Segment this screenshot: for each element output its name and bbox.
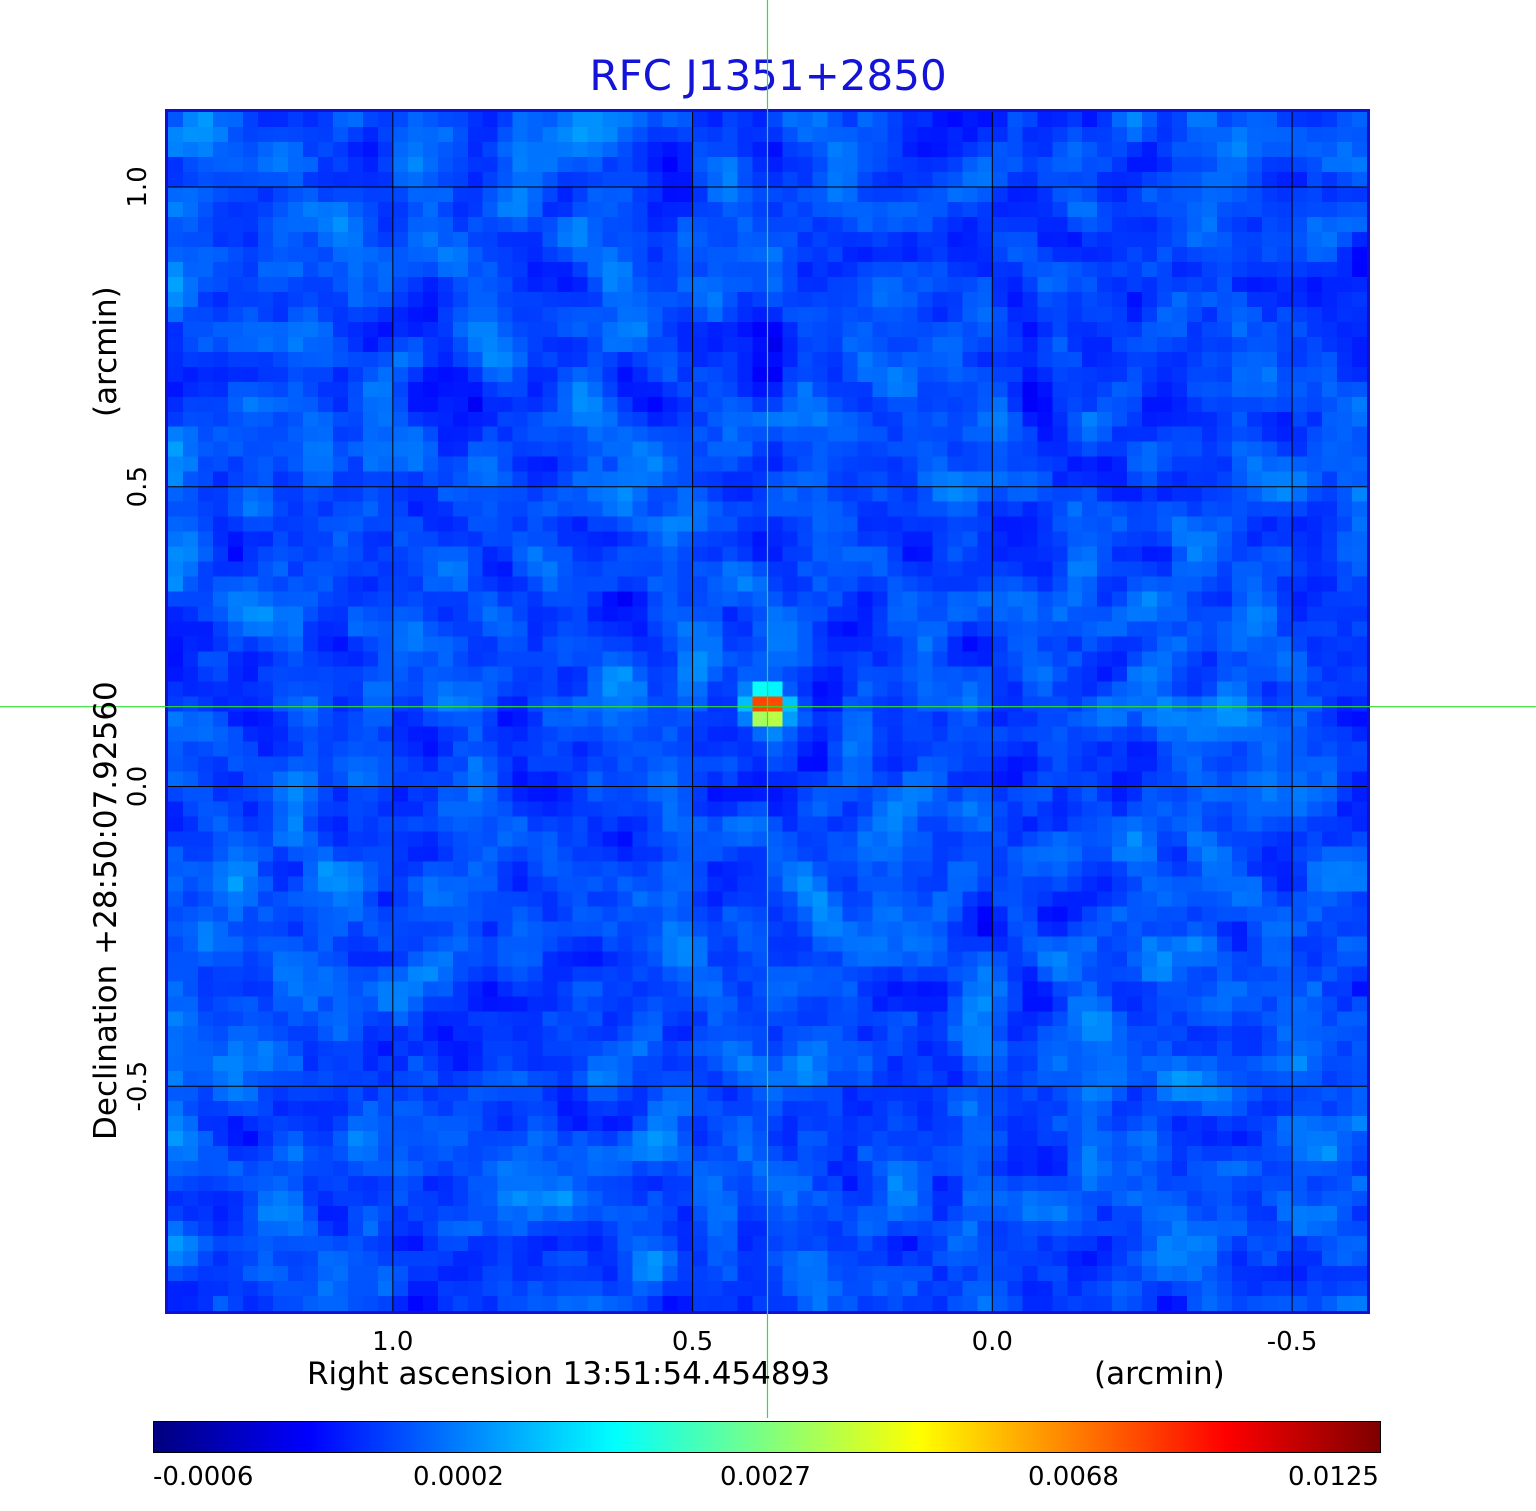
colorbar-tick-label: 0.0027	[720, 1462, 811, 1492]
y-axis-unit: (arcmin)	[88, 286, 124, 417]
colorbar-tick-label: 0.0002	[413, 1462, 504, 1492]
x-tick-label: 1.0	[372, 1327, 413, 1357]
y-tick-label: -0.5	[123, 1061, 153, 1112]
x-tick-label: 0.0	[972, 1327, 1013, 1357]
grid-x	[392, 112, 1293, 1311]
x-tick-labels: 1.0 0.5 0.0 -0.5	[372, 1327, 1317, 1357]
colorbar-tick-label: 0.0068	[1028, 1462, 1119, 1492]
x-tick-label: -0.5	[1267, 1327, 1318, 1357]
x-axis-unit: (arcmin)	[1094, 1356, 1225, 1392]
y-tick-label: 0.0	[123, 766, 153, 807]
y-tick-label: 1.0	[123, 166, 153, 207]
colorbar	[153, 1421, 1381, 1453]
y-tick-label: 0.5	[123, 466, 153, 507]
y-axis-label: Declination +28:50:07.92560	[88, 681, 124, 1140]
y-tick-labels: 1.0 0.5 0.0 -0.5	[123, 166, 153, 1111]
x-axis-label: Right ascension 13:51:54.454893	[307, 1356, 830, 1392]
colorbar-tick-label: -0.0006	[153, 1462, 254, 1492]
colorbar-tick-label: 0.0125	[1288, 1462, 1379, 1492]
x-tick-label: 0.5	[672, 1327, 713, 1357]
